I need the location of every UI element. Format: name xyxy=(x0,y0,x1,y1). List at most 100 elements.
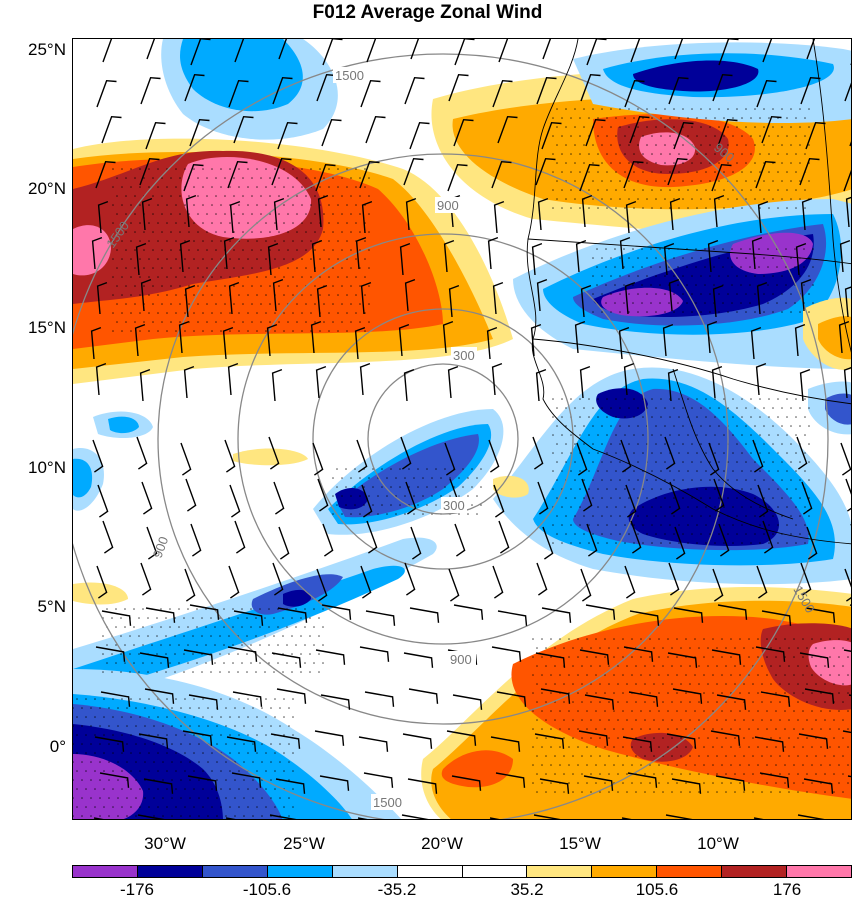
stipple-dot xyxy=(586,746,588,748)
wind-barb xyxy=(800,278,812,312)
border-line xyxy=(532,338,851,405)
stipple-dot xyxy=(650,248,652,250)
stipple-dot xyxy=(570,434,572,436)
stipple-dot xyxy=(264,617,266,619)
stipple-dot xyxy=(660,207,662,209)
stipple-dot xyxy=(655,479,657,481)
stipple-dot xyxy=(633,153,635,155)
ring-label-bg xyxy=(371,794,407,810)
stipple-dot xyxy=(103,698,105,700)
stipple-dot xyxy=(264,653,266,655)
stipple-dot xyxy=(673,533,675,535)
range-ring-600 xyxy=(237,233,649,645)
stipple-dot xyxy=(628,275,630,277)
stipple-dot xyxy=(229,276,231,278)
stipple-dot xyxy=(703,674,705,676)
stipple-dot xyxy=(214,644,216,646)
stipple-dot xyxy=(233,177,235,179)
stipple-dot xyxy=(147,671,149,673)
stipple-dot xyxy=(179,267,181,269)
stipple-dot xyxy=(197,321,199,323)
stipple-dot xyxy=(319,276,321,278)
wind-barb xyxy=(801,481,813,515)
stipple-dot xyxy=(601,162,603,164)
stipple-dot xyxy=(718,293,720,295)
stipple-dot xyxy=(292,788,294,790)
wind-barb xyxy=(671,778,702,794)
stipple-dot xyxy=(197,285,199,287)
stipple-dot xyxy=(772,126,774,128)
stipple-dot xyxy=(606,542,608,544)
stipple-dot xyxy=(664,311,666,313)
stipple-dot xyxy=(559,728,561,730)
stipple-dot xyxy=(685,674,687,676)
stipple-dot xyxy=(144,797,146,799)
stipple-dot xyxy=(644,683,646,685)
stipple-dot xyxy=(660,171,662,173)
stipple-dot xyxy=(802,710,804,712)
stipple-dot xyxy=(696,488,698,490)
stipple-dot xyxy=(252,797,254,799)
stipple-dot xyxy=(554,665,556,667)
stipple-dot xyxy=(601,257,603,259)
stipple-dot xyxy=(198,815,200,817)
stipple-dot xyxy=(763,533,765,535)
stipple-dot xyxy=(545,701,547,703)
stipple-dot xyxy=(574,533,576,535)
stipple-dot xyxy=(781,108,783,110)
stipple-dot xyxy=(108,707,110,709)
stipple-dot xyxy=(310,276,312,278)
stipple-dot xyxy=(210,635,212,637)
stipple-dot xyxy=(793,710,795,712)
wind-barb xyxy=(316,284,328,318)
stipple-dot xyxy=(842,719,844,721)
stipple-dot xyxy=(622,728,624,730)
stipple-dot xyxy=(815,773,817,775)
stipple-dot xyxy=(175,222,177,224)
stipple-dot xyxy=(241,608,243,610)
stipple-dot xyxy=(655,425,657,427)
stipple-dot xyxy=(148,240,150,242)
stipple-dot xyxy=(804,135,806,137)
stipple-dot xyxy=(532,728,534,730)
stipple-dot xyxy=(126,815,128,817)
stipple-dot xyxy=(574,108,576,110)
stipple-dot xyxy=(741,189,743,191)
stipple-dot xyxy=(279,797,281,799)
colorbar-label-176: 176 xyxy=(772,880,802,899)
stipple-dot xyxy=(743,647,745,649)
wind-barb xyxy=(713,478,725,512)
wind-barb xyxy=(222,326,234,360)
stipple-dot xyxy=(134,285,136,287)
stipple-dot xyxy=(545,719,547,721)
stipple-dot xyxy=(310,168,312,170)
stipple-dot xyxy=(784,746,786,748)
stipple-dot xyxy=(597,135,599,137)
stipple-dot xyxy=(633,117,635,119)
stipple-dot xyxy=(295,626,297,628)
stipple-dot xyxy=(103,752,105,754)
stipple-dot xyxy=(328,312,330,314)
stipple-dot xyxy=(139,222,141,224)
stipple-dot xyxy=(686,284,688,286)
stipple-dot xyxy=(577,638,579,640)
stipple-dot xyxy=(689,647,691,649)
stipple-dot xyxy=(725,683,727,685)
stipple-dot xyxy=(152,249,154,251)
stipple-dot xyxy=(777,488,779,490)
stipple-dot xyxy=(736,515,738,517)
stipple-dot xyxy=(802,782,804,784)
stipple-dot xyxy=(704,284,706,286)
stipple-dot xyxy=(680,755,682,757)
stipple-dot xyxy=(635,665,637,667)
stipple-dot xyxy=(691,515,693,517)
stipple-dot xyxy=(225,779,227,781)
colorbar-cell xyxy=(462,866,528,877)
stipple-dot xyxy=(152,285,154,287)
stipple-dot xyxy=(766,746,768,748)
stipple-dot xyxy=(714,434,716,436)
stipple-dot xyxy=(99,815,101,817)
stipple-dot xyxy=(763,180,765,182)
stipple-dot xyxy=(139,698,141,700)
stipple-dot xyxy=(763,425,765,427)
